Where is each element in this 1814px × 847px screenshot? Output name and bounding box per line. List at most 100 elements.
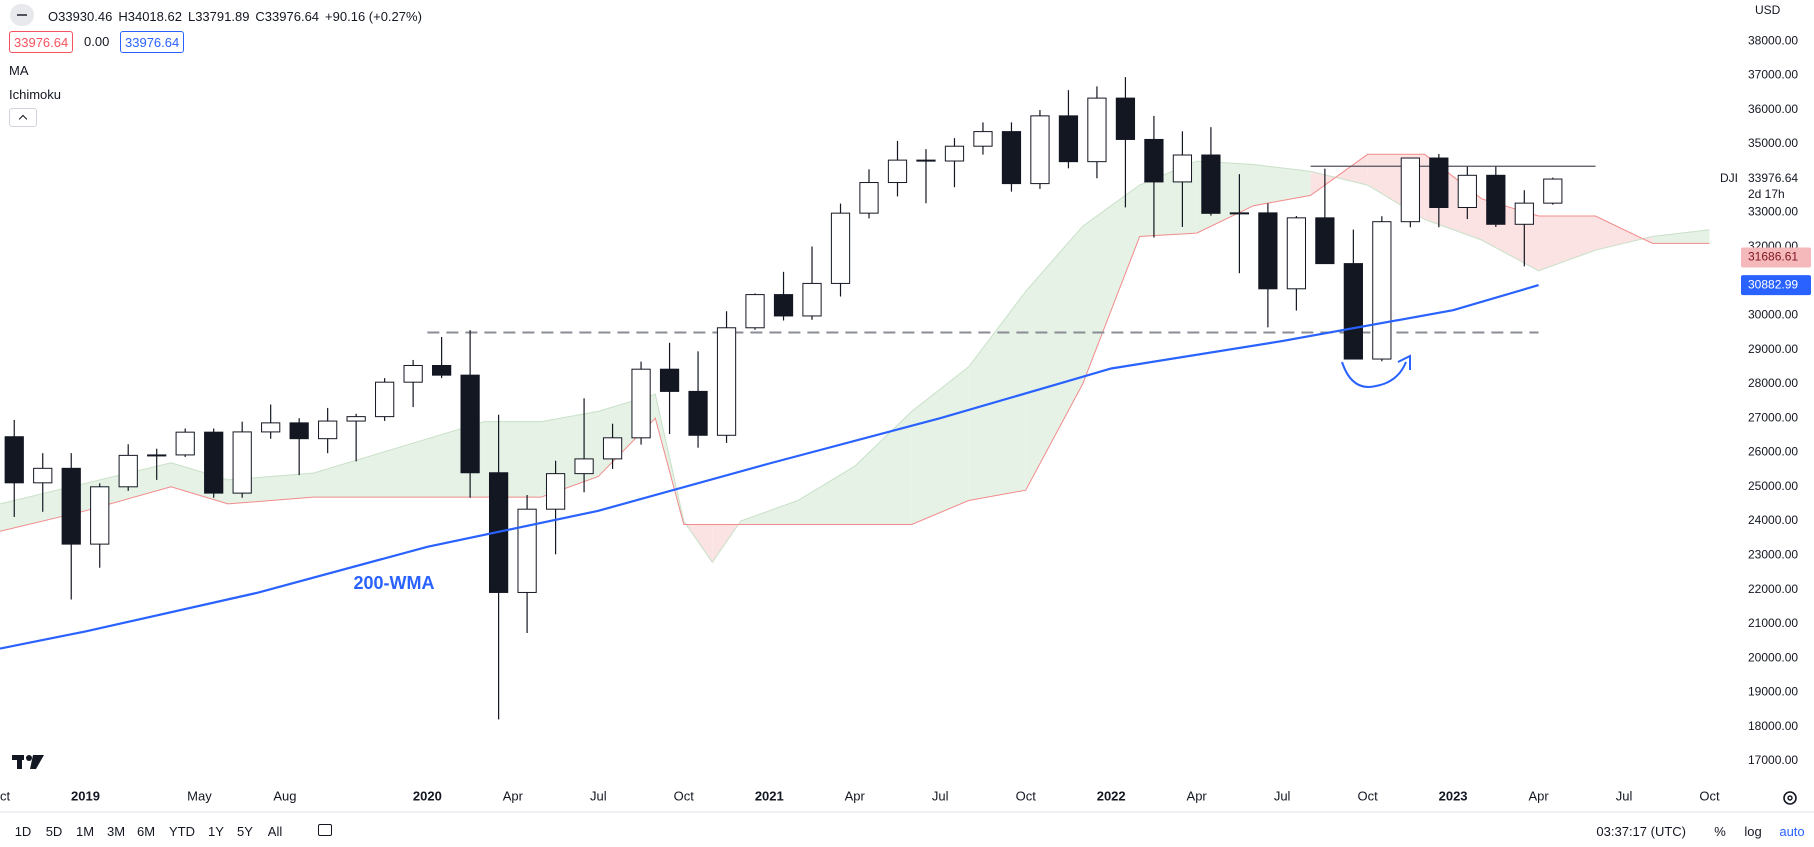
- candle-body: [944, 145, 965, 162]
- y-tick-label: 27000.00: [1748, 410, 1798, 424]
- ohlc-close: C33976.64: [255, 8, 320, 24]
- cloud-segment: [854, 411, 912, 525]
- range-button[interactable]: 5Y: [237, 824, 253, 839]
- log-toggle[interactable]: log: [1744, 824, 1762, 839]
- x-tick-label: Jul: [590, 788, 607, 803]
- price-label: 30882.99: [1748, 277, 1798, 291]
- candle-body: [1087, 97, 1107, 163]
- x-tick-label: Aug: [273, 788, 296, 803]
- price-label: 31686.61: [1748, 250, 1798, 264]
- cloud-segment: [797, 466, 855, 525]
- candle-body: [1172, 154, 1193, 183]
- indicator-label[interactable]: MA: [9, 63, 29, 78]
- x-tick-label: Apr: [845, 788, 866, 803]
- candle-body: [1315, 217, 1335, 265]
- logo-part: [17, 755, 22, 769]
- ohlc-high: H34018.62: [118, 8, 182, 24]
- auto-toggle[interactable]: auto: [1779, 824, 1805, 839]
- settings-gear[interactable]: [1783, 791, 1797, 805]
- logo-part: [26, 755, 32, 761]
- cloud-segment: [1538, 215, 1596, 271]
- x-tick-label: May: [187, 788, 212, 803]
- candle-body: [859, 182, 879, 214]
- candle-body: [4, 436, 24, 484]
- candle-body: [460, 374, 480, 474]
- gear-ring[interactable]: [1783, 791, 1797, 805]
- candle-body: [1400, 157, 1420, 223]
- range-button[interactable]: YTD: [169, 824, 195, 839]
- gear-hub[interactable]: [1787, 795, 1793, 801]
- sell-price[interactable]: 33976.64: [9, 31, 74, 53]
- x-tick-label: 2023: [1439, 788, 1468, 803]
- buy-price[interactable]: 33976.64: [120, 31, 185, 53]
- ohlc-legend: O33930.46 H34018.62 L33791.89 C33976.64 …: [48, 6, 422, 26]
- y-tick-label: 19000.00: [1748, 685, 1798, 699]
- ohlc-open: O33930.46: [48, 8, 113, 24]
- candle-body: [204, 431, 224, 494]
- x-tick-label: Jul: [932, 788, 949, 803]
- y-tick-label: 29000.00: [1748, 342, 1798, 356]
- range-button[interactable]: 3M: [106, 824, 126, 839]
- candle-body: [1144, 138, 1164, 183]
- y-tick-label: 23000.00: [1748, 547, 1798, 561]
- x-tick-label: Oct: [1357, 788, 1378, 803]
- y-tick-label: 25000.00: [1748, 479, 1798, 493]
- y-tick-label: 28000.00: [1748, 376, 1798, 390]
- candle-body: [90, 486, 110, 545]
- range-button[interactable]: 1M: [75, 824, 95, 839]
- candle-body: [916, 159, 936, 162]
- cloud-segment: [740, 500, 798, 525]
- range-button[interactable]: 5D: [45, 824, 63, 839]
- price-label-bg: [1741, 247, 1811, 268]
- x-tick-label: Apr: [1528, 788, 1549, 803]
- price-label: 33976.64: [1748, 171, 1798, 185]
- y-tick-label: 37000.00: [1748, 68, 1798, 82]
- candle-body: [318, 420, 338, 440]
- range-button[interactable]: 1D: [14, 824, 32, 839]
- ohlc-change: +90.16 (+0.27%): [325, 8, 422, 24]
- candle-body: [375, 381, 395, 418]
- candle-body: [118, 454, 138, 488]
- countdown-label: 2d 17h: [1748, 187, 1785, 201]
- x-tick-label: Apr: [503, 788, 524, 803]
- x-tick-label: 2019: [71, 788, 100, 803]
- candle-body: [33, 467, 53, 484]
- candle-body: [61, 467, 81, 545]
- arrow-head: [1397, 354, 1411, 370]
- indicator-label[interactable]: Ichimoku: [9, 87, 62, 102]
- candle-body: [261, 422, 281, 433]
- x-tick-label: Apr: [1187, 788, 1208, 803]
- cloud-segment: [911, 366, 969, 525]
- candle-body: [1286, 217, 1306, 290]
- cloud-segment: [313, 438, 428, 498]
- logo-part: [30, 755, 44, 769]
- cloud-segment: [1652, 229, 1710, 244]
- wma-line: [0, 284, 1539, 650]
- candle-body: [1372, 221, 1392, 360]
- y-tick-label: 18000.00: [1748, 719, 1798, 733]
- cloud-span-a: [0, 160, 1710, 564]
- date-range-button[interactable]: [318, 824, 332, 836]
- candle-body: [545, 473, 566, 510]
- candle-body: [602, 437, 623, 460]
- candle-body: [175, 431, 195, 456]
- range-button[interactable]: All: [267, 824, 283, 839]
- range-button[interactable]: 6M: [136, 824, 156, 839]
- candle-body: [346, 416, 366, 422]
- y-tick-label: 38000.00: [1748, 33, 1798, 47]
- y-tick-label: 17000.00: [1748, 753, 1798, 767]
- candle-body: [1201, 154, 1221, 214]
- percent-toggle[interactable]: %: [1714, 824, 1726, 839]
- wma-annotation: 200-WMA: [353, 573, 434, 593]
- spread: 0.00: [84, 34, 110, 49]
- legend-menu-button[interactable]: [10, 4, 34, 26]
- collapse-button[interactable]: [9, 108, 37, 127]
- y-tick-label: 24000.00: [1748, 513, 1798, 527]
- y-tick-label: 30000.00: [1748, 308, 1798, 322]
- cloud-segment: [1595, 215, 1653, 251]
- x-tick-label: Oct: [0, 788, 10, 803]
- cloud-segment: [1025, 226, 1083, 491]
- cloud-segment: [1253, 164, 1311, 206]
- range-button[interactable]: 1Y: [208, 824, 224, 839]
